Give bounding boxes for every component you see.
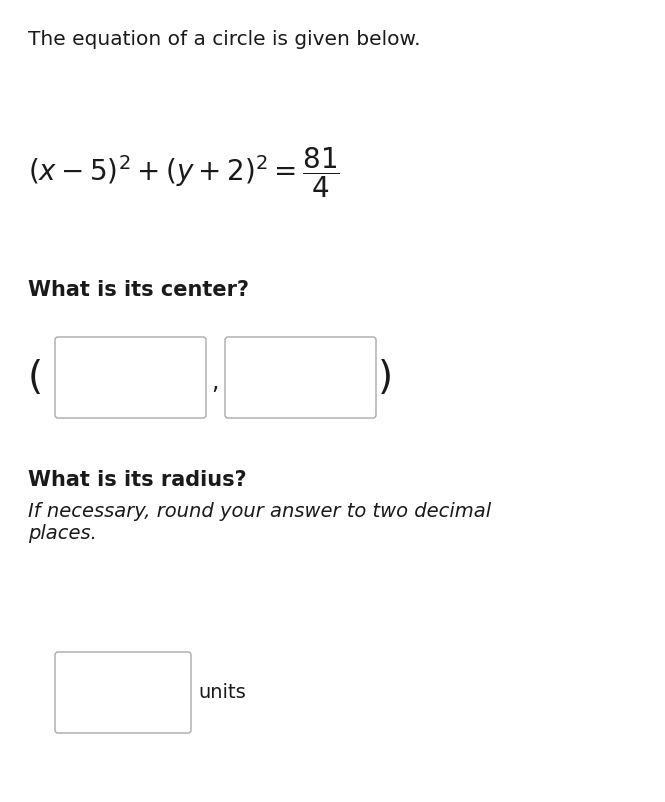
FancyBboxPatch shape [225,337,376,418]
Text: ): ) [378,358,393,396]
Text: units: units [198,683,246,702]
FancyBboxPatch shape [55,652,191,733]
Text: If necessary, round your answer to two decimal: If necessary, round your answer to two d… [28,502,491,521]
Text: (: ( [28,358,43,396]
Text: places.: places. [28,524,97,543]
Text: What is its center?: What is its center? [28,280,249,300]
Text: ,: , [211,371,218,395]
Text: $(x-5)^2+(y+2)^2=\dfrac{81}{4}$: $(x-5)^2+(y+2)^2=\dfrac{81}{4}$ [28,145,340,200]
Text: What is its radius?: What is its radius? [28,470,247,490]
Text: The equation of a circle is given below.: The equation of a circle is given below. [28,30,420,49]
FancyBboxPatch shape [55,337,206,418]
